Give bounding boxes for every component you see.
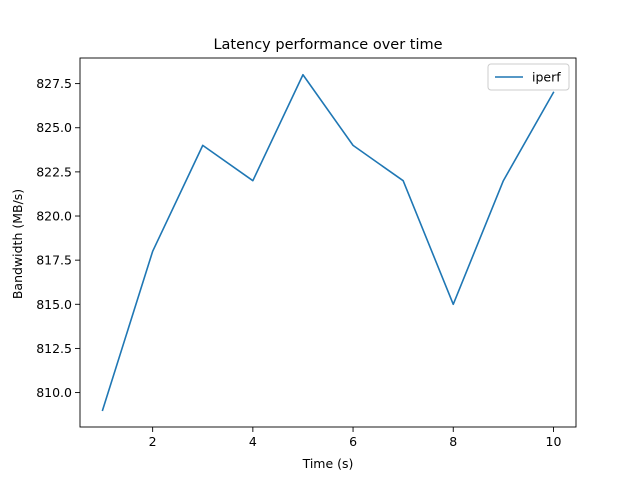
y-tick-label: 815.0 (36, 297, 72, 312)
data-point (553, 92, 555, 94)
x-tick-label: 8 (449, 434, 457, 449)
legend-label: iperf (532, 70, 561, 85)
axes-frame (79, 57, 577, 428)
legend: iperf (487, 63, 570, 91)
data-point (503, 180, 505, 182)
plot-area: 2 4 6 8 10 810.0 812.5 815.0 817.5 820.0 822.5 825.… (36, 57, 577, 449)
y-tick-label: 812.5 (36, 341, 72, 356)
series-line-iperf (101, 73, 555, 412)
y-axis-label: Bandwidth (MB/s) (10, 189, 25, 299)
y-tick-label: 820.0 (36, 209, 72, 224)
data-point (402, 180, 404, 182)
data-point (152, 251, 154, 253)
data-point (302, 74, 304, 76)
data-point (352, 145, 354, 147)
y-tick-label: 827.5 (36, 76, 72, 91)
y-tick-label: 822.5 (36, 164, 72, 179)
y-tick-label: 817.5 (36, 253, 72, 268)
data-point (102, 409, 104, 411)
x-tick-label: 2 (149, 434, 157, 449)
legend-box (487, 63, 570, 91)
x-tick-label: 6 (349, 434, 357, 449)
x-tick-label: 10 (546, 434, 562, 449)
data-point (202, 145, 204, 147)
data-point (252, 180, 254, 182)
chart-title: Latency performance over time (213, 37, 442, 53)
x-axis-label: Time (s) (302, 456, 354, 471)
y-tick-label: 825.0 (36, 120, 72, 135)
data-point (452, 303, 454, 305)
x-tick-label: 4 (249, 434, 257, 449)
y-tick-label: 810.0 (36, 385, 72, 400)
